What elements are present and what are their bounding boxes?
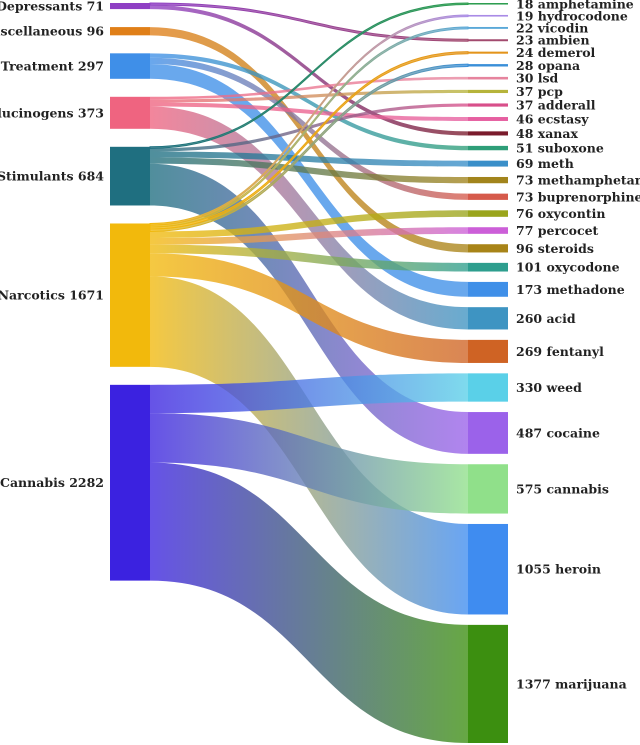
source-node-miscellaneous — [110, 27, 150, 36]
target-label-ecstasy: 46 ecstasy — [516, 111, 589, 126]
link-hallucinogens-to-pcp — [150, 89, 468, 103]
target-label-methamphetamine: 73 methamphetamine — [516, 173, 640, 188]
target-node-steroids — [468, 244, 508, 253]
target-node-suboxone — [468, 145, 508, 151]
target-label-vicodin: 22 vicodin — [516, 20, 588, 35]
target-node-methadone — [468, 281, 508, 297]
target-node-hydrocodone — [468, 14, 508, 17]
link-depressants-to-xanax — [150, 4, 468, 136]
target-label-acid: 260 acid — [516, 311, 576, 326]
target-label-adderall: 37 adderall — [516, 98, 596, 113]
target-label-lsd: 30 lsd — [516, 71, 559, 86]
target-label-meth: 69 meth — [516, 156, 574, 171]
link-narcotics-to-demerol — [149, 51, 469, 230]
target-node-opana — [468, 64, 508, 67]
target-node-ambien — [468, 39, 508, 42]
target-node-ecstasy — [468, 117, 508, 121]
link-narcotics-to-percocet — [150, 227, 468, 245]
target-label-pcp: 37 pcp — [516, 84, 563, 99]
target-node-methamphetamine — [468, 176, 508, 184]
target-node-oxycodone — [468, 262, 508, 272]
target-label-cannabis_t: 575 cannabis — [516, 481, 609, 496]
flow-links — [149, 2, 469, 743]
target-label-ambien: 23 ambien — [516, 33, 590, 48]
link-hallucinogens-to-acid — [150, 106, 468, 330]
target-label-demerol: 24 demerol — [516, 45, 596, 60]
source-node-hallucinogens — [110, 96, 150, 129]
source-node-treatment — [110, 53, 150, 79]
link-hallucinogens-to-ecstasy — [150, 102, 468, 121]
target-node-marijuana — [468, 624, 508, 743]
source-label-stimulants: Stimulants 684 — [0, 169, 104, 184]
source-node-depressants — [110, 3, 150, 10]
source-label-depressants: Depressants 71 — [0, 0, 104, 14]
target-node-pcp — [468, 89, 508, 94]
target-node-lsd — [468, 76, 508, 80]
source-label-miscellaneous: Miscellaneous 96 — [0, 24, 104, 39]
target-node-vicodin — [468, 26, 508, 29]
target-label-oxycodone: 101 oxycodone — [516, 260, 620, 275]
target-node-xanax — [468, 131, 508, 136]
source-label-cannabis: Cannabis 2282 — [0, 475, 104, 490]
source-node-cannabis — [110, 384, 150, 581]
link-depressants-to-ambien — [149, 2, 469, 42]
target-label-fentanyl: 269 fentanyl — [516, 344, 604, 359]
link-stimulants-to-methamphetamine — [150, 157, 468, 184]
target-label-xanax: 48 xanax — [516, 126, 578, 141]
target-label-buprenorphine: 73 buprenorphine — [516, 189, 640, 204]
target-node-cocaine — [468, 412, 508, 454]
target-label-oxycontin: 76 oxycontin — [516, 206, 605, 221]
link-narcotics-to-oxycontin — [150, 210, 468, 238]
target-node-buprenorphine — [468, 193, 508, 200]
target-node-demerol — [468, 51, 508, 54]
link-treatment-to-methadone — [150, 63, 468, 297]
target-label-amphetamine: 18 amphetamine — [516, 0, 634, 11]
target-node-weed — [468, 373, 508, 402]
target-label-marijuana: 1377 marijuana — [516, 676, 627, 691]
source-node-narcotics — [110, 223, 150, 367]
target-label-hydrocodone: 19 hydrocodone — [516, 8, 628, 23]
nodes — [110, 3, 508, 743]
link-stimulants-to-meth — [150, 151, 468, 167]
target-node-fentanyl — [468, 339, 508, 363]
source-label-narcotics: Narcotics 1671 — [0, 288, 104, 303]
link-cannabis-to-weed — [150, 373, 468, 414]
target-node-percocet — [468, 227, 508, 234]
link-cannabis-to-marijuana — [150, 462, 468, 743]
link-cannabis-to-cannabis_t — [150, 413, 468, 514]
link-hallucinogens-to-lsd — [150, 76, 468, 100]
source-label-hallucinogens: Hallucinogens 373 — [0, 105, 104, 120]
target-node-heroin — [468, 523, 508, 615]
link-treatment-to-suboxone — [150, 53, 468, 151]
target-label-suboxone: 51 suboxone — [516, 141, 604, 156]
target-label-steroids: 96 steroids — [516, 241, 594, 256]
target-node-oxycontin — [468, 210, 508, 217]
node-labels: Depressants 71 Miscellaneous 96 Treatment … — [0, 0, 640, 691]
link-narcotics-to-oxycodone — [150, 244, 468, 272]
target-label-opana: 28 opana — [516, 58, 580, 73]
target-node-cannabis_t — [468, 464, 508, 514]
link-narcotics-to-vicodin — [149, 26, 469, 228]
source-node-stimulants — [110, 146, 150, 206]
target-label-weed: 330 weed — [516, 380, 582, 395]
target-label-percocet: 77 percocet — [516, 223, 599, 238]
link-narcotics-to-fentanyl — [150, 253, 468, 363]
target-node-meth — [468, 160, 508, 167]
target-node-adderall — [468, 103, 508, 107]
source-label-treatment: Treatment 297 — [1, 59, 104, 74]
target-node-acid — [468, 307, 508, 330]
target-node-amphetamine — [468, 3, 508, 5]
target-label-cocaine: 487 cocaine — [516, 425, 600, 440]
target-label-heroin: 1055 heroin — [516, 562, 601, 577]
target-label-methadone: 173 methadone — [516, 282, 625, 297]
